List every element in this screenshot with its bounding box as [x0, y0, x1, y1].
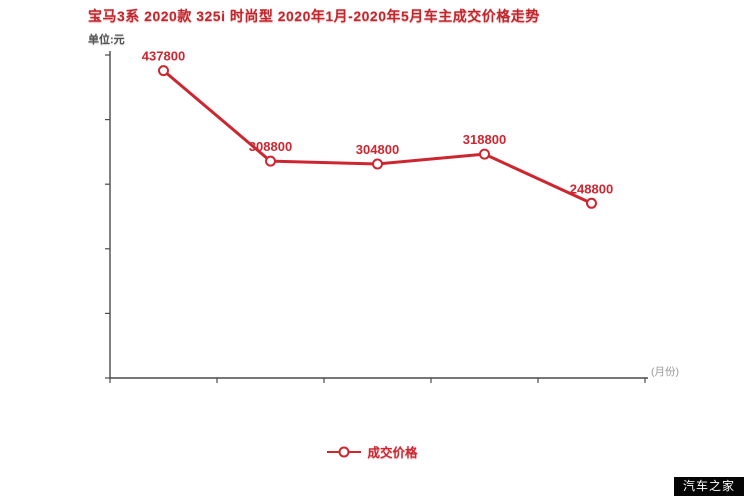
legend-label: 成交价格 [367, 446, 418, 460]
chart-legend: 成交价格 [0, 442, 744, 461]
data-point-label: 248800 [570, 181, 613, 196]
data-point [479, 148, 490, 160]
data-point [586, 197, 597, 209]
data-point [265, 155, 276, 167]
data-point-label: 304800 [356, 142, 399, 157]
watermark-autohome: 汽车之家 [673, 477, 744, 496]
y-axis-unit-label: 单位:元 [88, 34, 125, 46]
price-trend-chart: (月份) 437800 308800 304800 318800 248800 [105, 49, 679, 383]
legend-line-marker-icon [327, 446, 362, 457]
data-point-label: 308800 [249, 139, 292, 154]
data-point-label: 437800 [142, 49, 185, 64]
data-point [372, 158, 383, 170]
data-point-label: 318800 [463, 132, 506, 147]
chart-title: 宝马3系 2020款 325i 时尚型 2020年1月-2020年5月车主成交价… [88, 8, 540, 24]
trend-line [162, 69, 593, 205]
x-axis-end-label: (月份) [651, 366, 679, 378]
data-point [158, 65, 169, 77]
